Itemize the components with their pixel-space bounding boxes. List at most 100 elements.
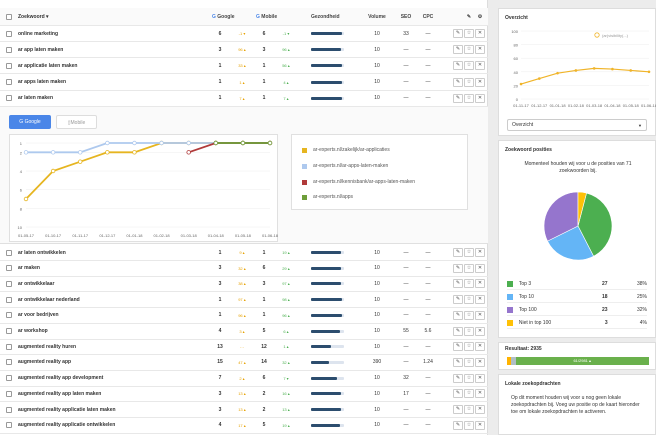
edit-icon[interactable]: ✎ xyxy=(453,61,463,71)
edit-icon[interactable]: ✎ xyxy=(453,29,463,38)
row-checkbox[interactable] xyxy=(6,280,12,287)
table-row[interactable]: ar ontwikkelaar 3 38 ▴ 3 97 ▴ 10 — — ✎ ☆ ✕ xyxy=(0,276,488,293)
overview-select[interactable]: Overzicht ▼ xyxy=(507,119,647,131)
google-tab-button[interactable]: G Google xyxy=(9,115,51,129)
close-icon[interactable]: ✕ xyxy=(475,373,485,383)
table-row[interactable]: ar voor bedrijven 1 96 ▴ 1 96 ▴ 10 — — ✎ ☆ ✕ xyxy=(0,308,488,324)
close-icon[interactable]: ✕ xyxy=(475,93,485,103)
row-keyword[interactable]: ar workshop xyxy=(18,328,48,334)
star-icon[interactable]: ☆ xyxy=(464,342,474,352)
close-icon[interactable]: ✕ xyxy=(475,326,485,336)
col-mobile[interactable]: G Mobile xyxy=(256,13,278,20)
table-row[interactable]: ar laten maken 1 7 ▴ 1 7 ▴ 10 — — ✎ ☆ ✕ xyxy=(0,91,488,107)
col-volume[interactable]: Volume xyxy=(368,13,386,20)
edit-icon[interactable]: ✎ xyxy=(453,93,463,103)
star-icon[interactable]: ☆ xyxy=(464,420,474,430)
close-icon[interactable]: ✕ xyxy=(475,61,485,71)
star-icon[interactable]: ☆ xyxy=(464,45,474,55)
table-row[interactable]: ar laten ontwikkelen 1 9 ▴ 1 19 ▴ 10— — ✎ ☆ ✕ xyxy=(0,245,488,261)
star-icon[interactable]: ☆ xyxy=(464,310,474,320)
edit-icon[interactable]: ✎ xyxy=(453,279,463,289)
row-checkbox[interactable] xyxy=(6,46,12,53)
row-keyword[interactable]: augmented reality app xyxy=(18,359,72,366)
row-keyword[interactable]: augmented reality huren xyxy=(18,343,77,350)
row-keyword[interactable]: ar laten ontwikkelen xyxy=(18,249,66,256)
row-checkbox[interactable] xyxy=(6,328,12,334)
table-row[interactable]: augmented reality applicatie laten maken… xyxy=(0,402,488,418)
close-icon[interactable]: ✕ xyxy=(475,405,485,414)
star-icon[interactable]: ☆ xyxy=(464,326,474,336)
table-row[interactable]: augmented reality applicatie ontwikkelen… xyxy=(0,418,488,434)
select-all-checkbox[interactable] xyxy=(6,13,12,20)
star-icon[interactable]: ☆ xyxy=(464,357,474,367)
edit-icon[interactable]: ✎ xyxy=(453,326,463,336)
table-row[interactable]: augmented reality huren 13 - - 12 1 ▴ 10 — — ✎ ☆ ✕ xyxy=(0,339,488,356)
row-checkbox[interactable] xyxy=(6,359,12,366)
result-label[interactable]: Resultaat: 2935 xyxy=(505,346,542,352)
close-icon[interactable]: ✕ xyxy=(475,420,485,430)
col-keyword[interactable]: Zoekwoord ▾ xyxy=(18,13,49,20)
row-keyword[interactable]: ar app laten maken xyxy=(18,46,64,53)
close-icon[interactable]: ✕ xyxy=(475,389,485,399)
row-checkbox[interactable] xyxy=(6,30,12,37)
edit-icon[interactable]: ✎ xyxy=(453,405,463,414)
edit-icon[interactable]: ✎ xyxy=(453,373,463,383)
star-icon[interactable]: ☆ xyxy=(464,77,474,87)
col-cpc[interactable]: CPC xyxy=(422,13,434,20)
table-row[interactable]: augmented reality app laten maken 3 13 ▴ 2 1… xyxy=(0,386,488,403)
row-checkbox[interactable] xyxy=(6,375,12,382)
row-keyword[interactable]: ar applicatie laten maken xyxy=(18,62,78,69)
edit-icon[interactable]: ✎ xyxy=(453,420,463,430)
table-row[interactable]: augmented reality app 15 47 ▴ 14 32 ▴ 390 — 1.2… xyxy=(0,355,488,371)
edit-icon[interactable]: ✎ xyxy=(453,45,463,55)
row-checkbox[interactable] xyxy=(6,79,12,86)
table-row[interactable]: ar workshop 4 3 ▴ 5 6 ▴ 10 55 5.6 ✎ ☆ ✕ xyxy=(0,324,488,340)
close-icon[interactable]: ✕ xyxy=(475,77,485,87)
row-keyword[interactable]: augmented reality applicatie laten maken xyxy=(18,406,116,413)
edit-icon[interactable]: ✎ xyxy=(453,248,463,257)
table-row[interactable]: augmented reality app development 7 2 ▴ 6 7 … xyxy=(0,371,488,387)
edit-icon[interactable]: ✎ xyxy=(466,13,472,20)
row-keyword[interactable]: ar apps laten maken xyxy=(18,79,67,86)
table-row[interactable]: ar app laten maken 3 96 ▴ 3 96 ▴ 10 — — ✎ ☆ ✕ xyxy=(0,42,488,59)
table-row[interactable]: ar ontwikkelaar nederland 1 97 ▴ 1 98 ▴ 10 — — ✎… xyxy=(0,292,488,309)
star-icon[interactable]: ☆ xyxy=(464,248,474,257)
close-icon[interactable]: ✕ xyxy=(475,310,485,320)
edit-icon[interactable]: ✎ xyxy=(453,77,463,87)
row-checkbox[interactable] xyxy=(6,343,12,350)
star-icon[interactable]: ☆ xyxy=(464,373,474,383)
table-row[interactable]: ar maken 3 32 ▴ 6 29 ▴ 10 — — ✎ ☆ ✕ xyxy=(0,261,488,277)
row-keyword[interactable]: ar maken xyxy=(18,265,40,272)
close-icon[interactable]: ✕ xyxy=(475,342,485,352)
close-icon[interactable]: ✕ xyxy=(475,29,485,38)
row-keyword[interactable]: ar ontwikkelaar nederland xyxy=(18,296,80,303)
star-icon[interactable]: ☆ xyxy=(464,263,474,273)
mobile-tab-button[interactable]: ▯Mobile xyxy=(56,115,97,129)
legend-item-3[interactable]: ar-experts.nl/kennisbank/ar-apps-laten-m… xyxy=(302,179,415,185)
star-icon[interactable]: ☆ xyxy=(464,279,474,289)
star-icon[interactable]: ☆ xyxy=(464,93,474,103)
row-keyword[interactable]: ar voor bedrijven xyxy=(18,312,59,319)
close-icon[interactable]: ✕ xyxy=(475,45,485,55)
col-google[interactable]: G Google xyxy=(212,13,235,20)
row-checkbox[interactable] xyxy=(6,95,12,102)
close-icon[interactable]: ✕ xyxy=(475,248,485,257)
legend-item-1[interactable]: ar-experts.nl/zakelijk/ar-applicaties xyxy=(302,147,390,153)
table-row[interactable]: online marketing 6 -1 ▾ 6 -1 ▾ 10 33 — ✎ ☆ ✕ xyxy=(0,26,488,42)
row-keyword[interactable]: augmented reality applicatie ontwikkelen xyxy=(18,422,116,429)
col-seo[interactable]: SEO xyxy=(400,13,412,20)
row-checkbox[interactable] xyxy=(6,62,12,69)
row-checkbox[interactable] xyxy=(6,249,12,256)
edit-icon[interactable]: ✎ xyxy=(453,357,463,367)
star-icon[interactable]: ☆ xyxy=(464,295,474,305)
table-row[interactable]: ar applicatie laten maken 1 33 ▴ 1 56 ▴ 10 — — ✎… xyxy=(0,58,488,75)
row-checkbox[interactable] xyxy=(6,422,12,429)
edit-icon[interactable]: ✎ xyxy=(453,389,463,399)
row-keyword[interactable]: ar laten maken xyxy=(18,95,54,102)
edit-icon[interactable]: ✎ xyxy=(453,310,463,320)
row-checkbox[interactable] xyxy=(6,390,12,397)
row-keyword[interactable]: online marketing xyxy=(18,30,59,37)
row-keyword[interactable]: ar ontwikkelaar xyxy=(18,280,55,287)
row-keyword[interactable]: augmented reality app development xyxy=(18,375,104,382)
row-checkbox[interactable] xyxy=(6,296,12,303)
